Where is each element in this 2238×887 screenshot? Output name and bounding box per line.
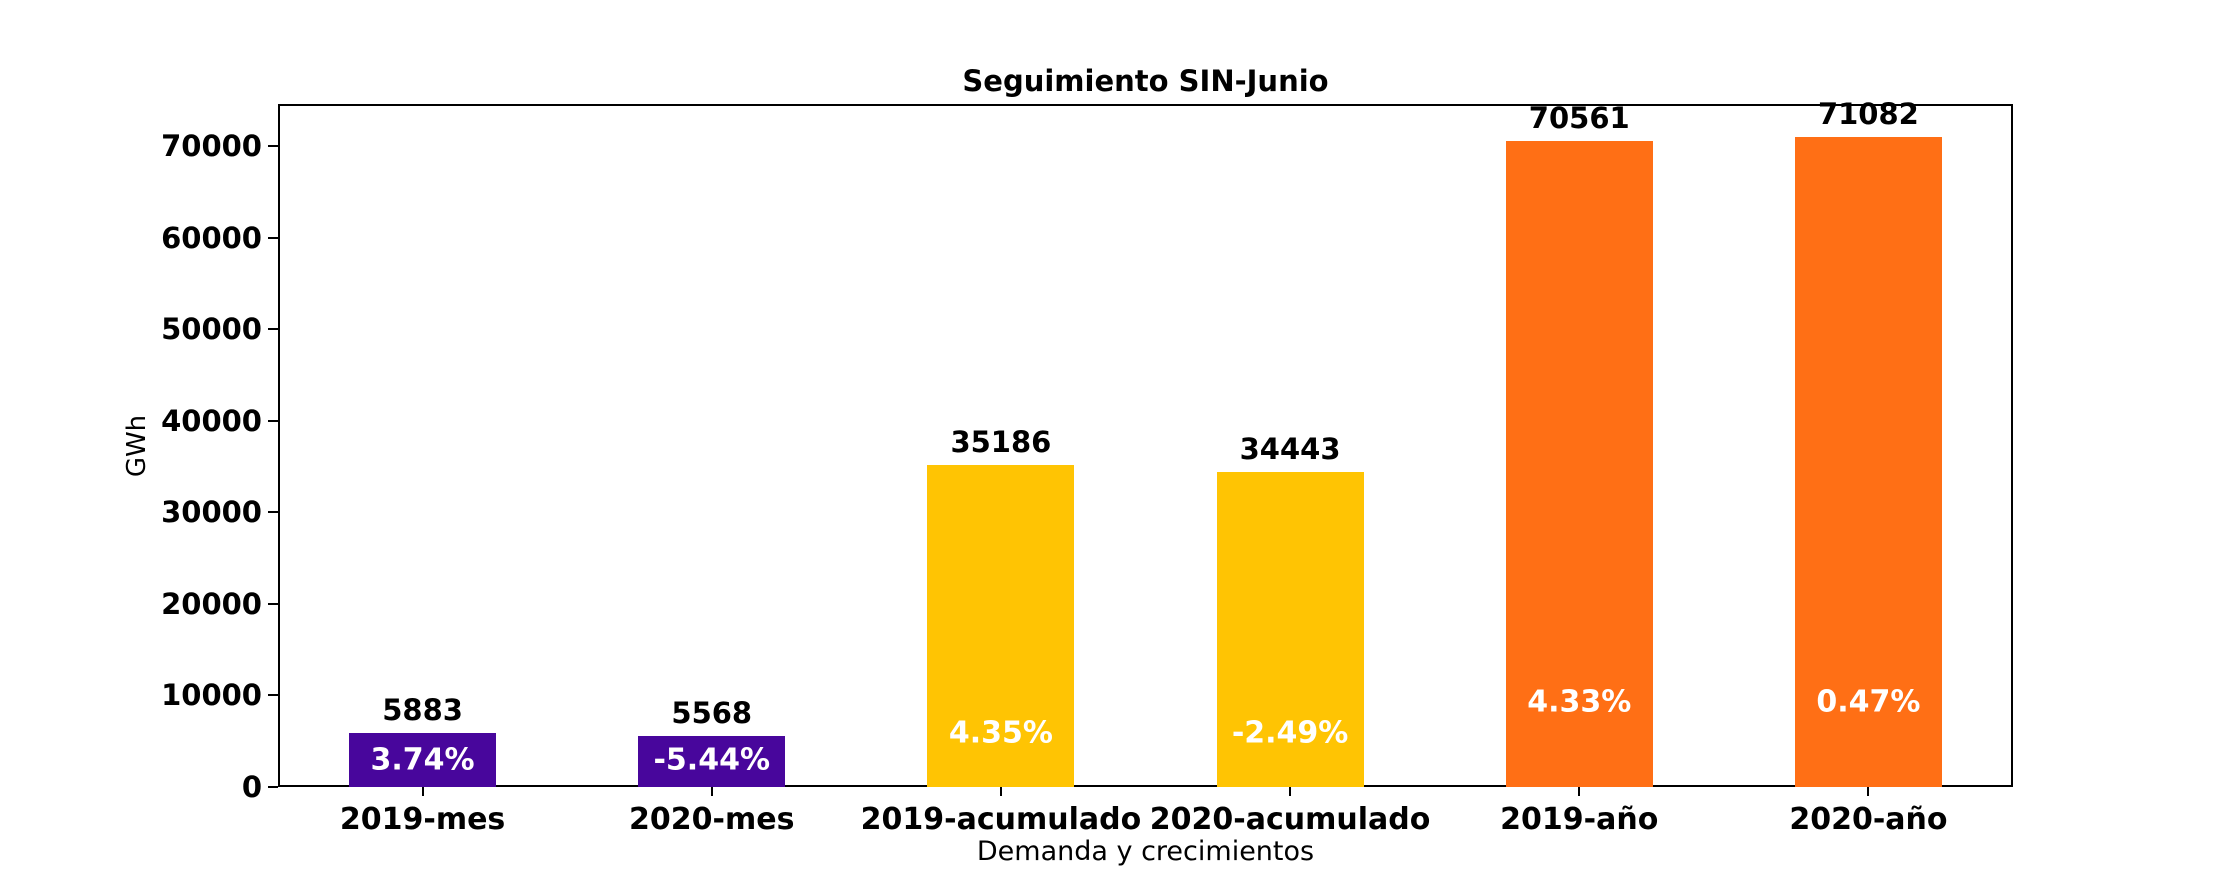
bar-growth-label: 3.74% bbox=[370, 742, 475, 778]
bar-growth-label: 4.33% bbox=[1527, 684, 1632, 720]
x-tick-mark bbox=[421, 787, 424, 796]
y-tick-label: 10000 bbox=[161, 678, 262, 713]
y-tick-label: 50000 bbox=[161, 312, 262, 347]
bar-value-label: 70561 bbox=[1528, 101, 1630, 136]
y-tick-mark bbox=[268, 511, 278, 514]
y-tick-label: 40000 bbox=[161, 403, 262, 438]
x-tick-mark bbox=[1867, 787, 1870, 796]
x-tick-label: 2019-año bbox=[1500, 802, 1659, 837]
chart-title: Seguimiento SIN-Junio bbox=[962, 64, 1329, 98]
bar bbox=[349, 733, 497, 787]
bar-value-label: 35186 bbox=[950, 425, 1052, 459]
y-tick-mark bbox=[268, 419, 278, 422]
x-tick-label: 2019-acumulado bbox=[860, 802, 1142, 837]
y-axis-label: GWh bbox=[122, 414, 152, 478]
y-tick-mark bbox=[268, 145, 278, 148]
y-tick-mark bbox=[268, 328, 278, 331]
x-tick-mark bbox=[999, 787, 1002, 796]
y-tick-label: 60000 bbox=[161, 220, 262, 255]
x-tick-label: 2019-mes bbox=[339, 802, 506, 837]
y-tick-label: 30000 bbox=[161, 495, 262, 530]
bar-value-label: 71082 bbox=[1817, 96, 1919, 131]
bar bbox=[1794, 136, 1942, 787]
bar-value-label: 5568 bbox=[671, 696, 753, 731]
x-tick-mark bbox=[1578, 787, 1581, 796]
bar-growth-label: -5.44% bbox=[653, 742, 771, 778]
y-tick-mark bbox=[268, 602, 278, 605]
bar bbox=[1505, 141, 1653, 787]
bar bbox=[1216, 471, 1364, 787]
bar-value-label: 5883 bbox=[382, 693, 463, 728]
x-tick-label: 2020-año bbox=[1789, 802, 1948, 837]
y-tick-label: 20000 bbox=[161, 586, 262, 621]
y-tick-mark bbox=[268, 236, 278, 239]
x-tick-mark bbox=[710, 787, 713, 796]
bar-growth-label: 4.35% bbox=[948, 715, 1053, 751]
y-tick-mark bbox=[268, 786, 278, 788]
x-tick-label: 2020-acumulado bbox=[1149, 802, 1431, 837]
bar bbox=[927, 465, 1075, 787]
bar-value-label: 34443 bbox=[1239, 431, 1341, 466]
bar-growth-label: -2.49% bbox=[1231, 715, 1349, 751]
y-tick-label: 70000 bbox=[161, 129, 262, 164]
x-tick-mark bbox=[1289, 787, 1292, 796]
x-axis-label: Demanda y crecimientos bbox=[976, 836, 1315, 867]
bar-growth-label: 0.47% bbox=[1816, 684, 1921, 720]
y-tick-mark bbox=[268, 694, 278, 697]
bar bbox=[638, 736, 786, 787]
plot-area bbox=[278, 104, 2013, 787]
x-tick-label: 2020-mes bbox=[629, 802, 795, 837]
y-tick-label: 0 bbox=[241, 770, 262, 804]
